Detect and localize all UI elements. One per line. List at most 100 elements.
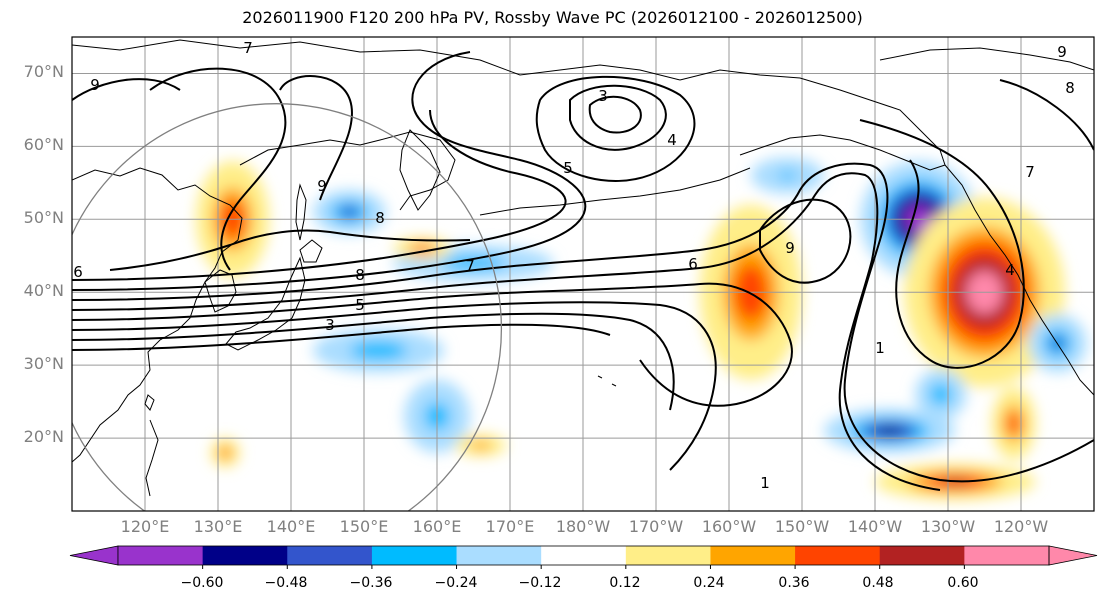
coastlines bbox=[72, 39, 1094, 497]
colorbar-tick-label: −0.12 bbox=[518, 575, 562, 591]
colorbar-segment bbox=[710, 546, 796, 565]
philippines-outline bbox=[145, 419, 159, 497]
lon-label-150w: 150°W bbox=[774, 517, 830, 536]
contour-label: 5 bbox=[355, 296, 365, 314]
colorbar-segment bbox=[118, 546, 204, 565]
pv-contour-13 bbox=[569, 84, 667, 151]
pv-contour-16 bbox=[999, 79, 1094, 151]
colorbar-segment bbox=[202, 546, 288, 565]
colorbar-segment bbox=[541, 546, 627, 565]
colorbar-tick-label: 0.60 bbox=[947, 575, 979, 591]
colorbar-tick-label: 0.12 bbox=[609, 575, 641, 591]
anomaly-blob bbox=[915, 368, 967, 420]
pv-contour-12 bbox=[535, 75, 696, 182]
contour-label: 9 bbox=[317, 177, 327, 195]
pv-contour-4 bbox=[72, 301, 717, 471]
hawaii-islands bbox=[597, 375, 617, 387]
contour-label: 7 bbox=[1025, 163, 1035, 181]
lat-label-70n: 70°N bbox=[23, 62, 64, 81]
taiwan-outline bbox=[144, 394, 155, 411]
contour-label: 9 bbox=[90, 76, 100, 94]
anomaly-level bbox=[442, 256, 505, 271]
pv-contour-17 bbox=[759, 198, 852, 284]
map-frame bbox=[71, 36, 1095, 512]
contour-label: 4 bbox=[667, 131, 677, 149]
anomaly-level bbox=[221, 449, 229, 457]
colorbar-segment bbox=[287, 546, 373, 565]
lon-label-140e: 140°E bbox=[266, 517, 316, 536]
japan-outline bbox=[225, 256, 306, 351]
contour-label: 1 bbox=[760, 474, 770, 492]
pv-contour-9 bbox=[109, 229, 471, 271]
contour-label: 8 bbox=[375, 209, 385, 227]
siberia-coast bbox=[72, 39, 681, 81]
map-area: 9 7 3 4 5 8 9 8 7 5 3 6 9 4 1 1 7 8 9 6 bbox=[72, 37, 1094, 511]
anomaly-blob bbox=[823, 408, 956, 453]
anomaly-blob bbox=[750, 157, 824, 194]
lon-label-130w: 130°W bbox=[920, 517, 976, 536]
anomaly-level bbox=[339, 206, 360, 218]
pv-contour-labels: 9 7 3 4 5 8 9 8 7 5 3 6 9 4 1 1 7 8 9 6 bbox=[73, 39, 1075, 492]
anomaly-level bbox=[470, 440, 492, 450]
contour-label: 5 bbox=[563, 159, 573, 177]
colorbar-segment bbox=[456, 546, 542, 565]
anomaly-level bbox=[929, 383, 952, 406]
lon-label-130e: 130°E bbox=[193, 517, 243, 536]
korea-outline bbox=[204, 269, 237, 313]
pv-contours bbox=[72, 51, 1094, 491]
contour-label: 9 bbox=[1057, 43, 1067, 61]
contour-label: 7 bbox=[465, 257, 475, 275]
contour-label: 6 bbox=[688, 255, 698, 273]
pv-contour-2 bbox=[72, 172, 941, 491]
anomaly-level bbox=[875, 426, 904, 436]
colorbar-segment bbox=[625, 546, 711, 565]
anomaly-blob bbox=[210, 438, 240, 468]
pv-contour-7 bbox=[72, 51, 587, 291]
sakhalin-outline bbox=[295, 183, 307, 241]
pv-contour-11 bbox=[279, 75, 353, 201]
colorbar-segment bbox=[371, 546, 458, 565]
pv-contour-18 bbox=[72, 78, 181, 101]
lat-label-50n: 50°N bbox=[23, 208, 64, 227]
colorbar-tick-label: 0.24 bbox=[693, 575, 725, 591]
radius-circle bbox=[72, 103, 502, 511]
colorbar-tick-label: −0.60 bbox=[180, 575, 224, 591]
lon-label-170w: 170°W bbox=[628, 517, 684, 536]
contour-label: 9 bbox=[785, 239, 795, 257]
contour-label: 1 bbox=[875, 339, 885, 357]
contour-label: 8 bbox=[355, 266, 365, 284]
pv-contour-8 bbox=[72, 109, 567, 281]
contour-label: 3 bbox=[598, 87, 608, 105]
pv-contour-1 bbox=[72, 162, 1094, 483]
map-title: 2026011900 F120 200 hPa PV, Rossby Wave … bbox=[242, 8, 863, 27]
colorbar-segment bbox=[795, 546, 881, 565]
lon-label-140w: 140°W bbox=[847, 517, 903, 536]
pv-contour-5 bbox=[72, 312, 675, 411]
contour-label: 3 bbox=[325, 316, 335, 334]
lon-label-180w: 180°W bbox=[555, 517, 611, 536]
okhotsk-coast bbox=[239, 131, 456, 211]
anomaly-level bbox=[1007, 413, 1020, 434]
contour-label: 6 bbox=[73, 263, 83, 281]
alaska-outline bbox=[679, 69, 946, 171]
colorbar-tick-label: 0.48 bbox=[862, 575, 894, 591]
pv-contour-6 bbox=[72, 323, 611, 351]
lon-label-170e: 170°E bbox=[485, 517, 535, 536]
pv-contour-10 bbox=[149, 67, 287, 271]
colorbar-tick-label: −0.24 bbox=[434, 575, 478, 591]
anomaly-level bbox=[350, 341, 408, 361]
colorbar-tick-label: −0.36 bbox=[349, 575, 393, 591]
anomaly-blob bbox=[312, 190, 386, 234]
anomaly-blob bbox=[312, 328, 445, 373]
colorbar-segment bbox=[879, 546, 965, 565]
aleutian-chain bbox=[479, 167, 751, 216]
colorbar-tick-label: −0.48 bbox=[264, 575, 308, 591]
lon-label-160w: 160°W bbox=[701, 517, 757, 536]
lat-label-40n: 40°N bbox=[23, 281, 64, 300]
lon-label-120e: 120°E bbox=[120, 517, 170, 536]
pv-contour-14 bbox=[588, 95, 642, 134]
colorbar-outline bbox=[117, 545, 1050, 566]
lon-label-120w: 120°W bbox=[993, 517, 1049, 536]
hokkaido-outline bbox=[299, 239, 323, 263]
